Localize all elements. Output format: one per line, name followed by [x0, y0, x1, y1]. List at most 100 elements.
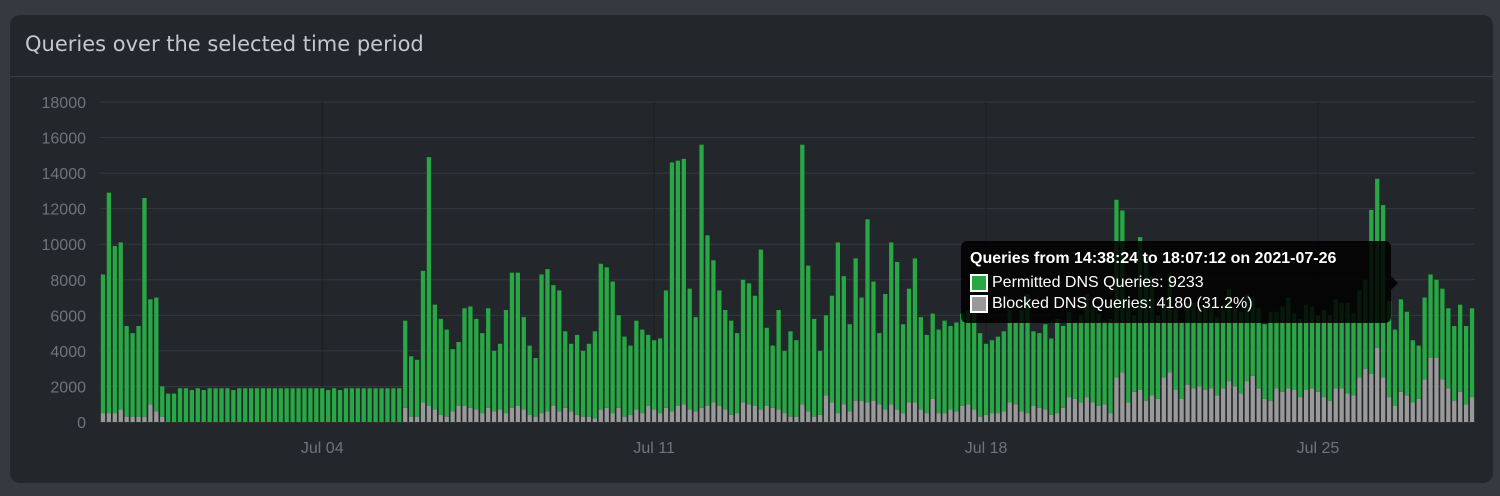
bar-blocked	[871, 400, 876, 422]
bar-blocked	[794, 416, 799, 422]
bar-permitted	[1363, 279, 1368, 369]
bar-blocked	[1416, 398, 1421, 422]
bar-permitted	[231, 390, 236, 422]
bar-permitted	[942, 320, 947, 414]
bar-blocked	[1333, 388, 1338, 422]
bar-blocked	[1428, 358, 1433, 422]
bar-permitted	[900, 324, 906, 414]
bar-blocked	[865, 402, 870, 422]
bar-blocked	[486, 407, 491, 422]
bar-permitted	[409, 356, 414, 417]
bar-permitted	[468, 306, 473, 408]
bar-permitted	[248, 388, 254, 422]
bar-permitted	[1238, 311, 1244, 394]
bar-permitted	[1066, 311, 1072, 398]
bar-permitted	[1220, 304, 1226, 389]
bar-permitted	[1037, 333, 1042, 408]
bar-blocked	[900, 413, 906, 422]
bar-permitted	[397, 388, 402, 422]
bar-permitted	[610, 281, 615, 414]
bar-permitted	[349, 388, 355, 422]
x-tick-label: Jul 11	[633, 440, 675, 457]
bar-permitted	[539, 274, 544, 414]
bar-permitted	[189, 390, 194, 422]
blocked-swatch-icon	[970, 294, 988, 313]
bar-blocked	[1375, 347, 1380, 422]
bar-blocked	[960, 406, 965, 422]
bar-blocked	[509, 407, 515, 422]
bar-blocked	[515, 406, 520, 422]
bar-permitted	[574, 334, 580, 415]
bar-blocked	[1031, 406, 1036, 422]
bar-blocked	[640, 413, 645, 422]
bar-blocked	[1256, 388, 1261, 422]
bar-permitted	[1185, 302, 1190, 385]
bar-permitted	[1321, 310, 1327, 398]
bar-permitted	[1256, 308, 1261, 389]
bar-permitted	[817, 350, 823, 415]
bar-blocked	[1037, 407, 1042, 422]
y-tick-label: 16000	[42, 131, 87, 148]
bar-permitted	[853, 258, 858, 401]
bar-permitted	[1339, 302, 1344, 389]
y-tick-label: 6000	[50, 308, 86, 325]
bar-permitted	[569, 343, 574, 412]
bar-permitted	[1416, 345, 1421, 399]
bar-permitted	[1268, 311, 1273, 401]
bar-permitted	[1446, 308, 1451, 389]
bar-permitted	[1428, 274, 1433, 358]
bar-permitted	[302, 388, 307, 422]
bar-blocked	[788, 416, 793, 422]
bar-blocked	[557, 411, 562, 422]
bar-blocked	[1309, 388, 1315, 422]
bar-permitted	[966, 310, 971, 405]
bar-blocked	[1422, 379, 1427, 422]
y-tick-label: 4000	[50, 344, 86, 361]
bar-permitted	[373, 388, 378, 422]
bar-blocked	[889, 404, 894, 422]
bar-blocked	[936, 413, 941, 422]
bar-blocked	[604, 407, 609, 422]
bar-blocked	[995, 413, 1001, 422]
bar-permitted	[391, 388, 396, 422]
bar-blocked	[545, 411, 550, 422]
bar-permitted	[829, 295, 835, 403]
bar-permitted	[580, 350, 586, 417]
bar-permitted	[847, 324, 852, 412]
bar-permitted	[130, 333, 135, 417]
bar-permitted	[948, 326, 953, 410]
bar-permitted	[622, 336, 627, 417]
bar-blocked	[468, 407, 473, 422]
bar-blocked	[675, 406, 680, 422]
bar-permitted	[136, 326, 141, 417]
y-tick-label: 0	[77, 415, 86, 432]
bar-permitted	[1292, 313, 1297, 390]
bar-permitted	[355, 388, 360, 422]
bar-permitted	[545, 269, 550, 412]
bar-permitted	[1007, 310, 1012, 403]
y-tick-label: 10000	[42, 237, 87, 254]
bar-permitted	[1155, 315, 1161, 399]
bar-blocked	[1072, 398, 1078, 422]
bar-blocked	[1452, 400, 1457, 422]
bar-permitted	[699, 144, 704, 408]
bar-permitted	[491, 350, 497, 412]
x-tick-label: Jul 25	[1297, 440, 1340, 457]
bar-permitted	[841, 276, 846, 405]
bar-permitted	[1143, 254, 1149, 401]
queries-bar-chart: 0 2000 4000 6000 8000 10000 12000 14000 16000 180…	[42, 95, 1475, 457]
bar-permitted	[1250, 297, 1255, 376]
bar-blocked	[942, 413, 947, 422]
bar-permitted	[148, 299, 153, 405]
bar-permitted	[266, 388, 272, 422]
bar-permitted	[1309, 306, 1315, 389]
bar-blocked	[782, 413, 787, 422]
bar-blocked	[883, 409, 888, 422]
bar-permitted	[1215, 317, 1220, 396]
bar-blocked	[450, 411, 455, 422]
bar-permitted	[640, 329, 645, 414]
bar-blocked	[918, 409, 923, 422]
bar-blocked	[1007, 402, 1012, 422]
bar-blocked	[1078, 402, 1084, 422]
bar-blocked	[1292, 390, 1297, 422]
